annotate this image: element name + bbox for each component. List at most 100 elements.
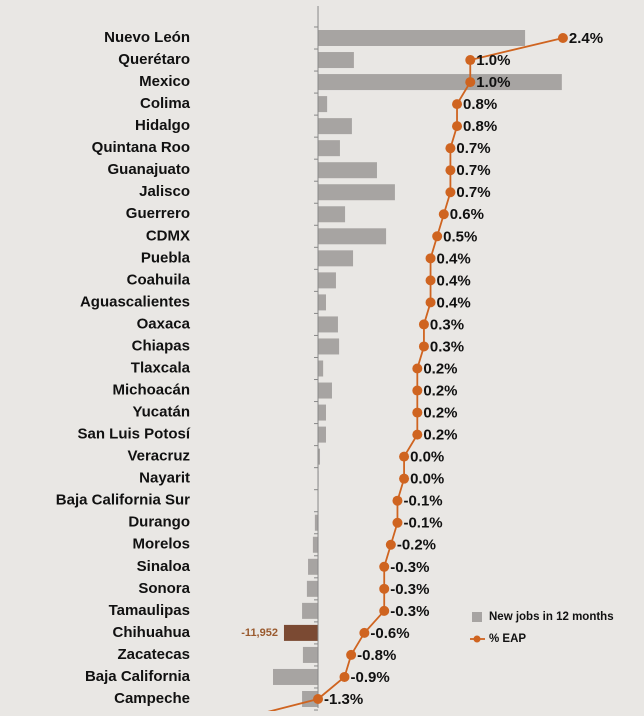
eap-point: [313, 694, 323, 704]
eap-point: [465, 55, 475, 65]
eap-label: -0.1%: [403, 515, 442, 532]
eap-label: 0.8%: [463, 96, 497, 113]
eap-label: -0.2%: [397, 537, 436, 554]
legend-dot: [474, 636, 481, 643]
bar: [273, 669, 318, 685]
eap-label: -0.3%: [390, 581, 429, 598]
category-label: Quintana Roo: [92, 139, 190, 156]
eap-point: [379, 584, 389, 594]
eap-point: [452, 99, 462, 109]
eap-label: -1.3%: [324, 691, 363, 708]
eap-point: [359, 628, 369, 638]
eap-label: 2.4%: [569, 30, 603, 47]
bar: [318, 206, 345, 222]
eap-label: -0.6%: [370, 625, 409, 642]
eap-label: 0.0%: [410, 449, 444, 466]
category-label: Guanajuato: [107, 161, 190, 178]
eap-point: [346, 650, 356, 660]
eap-point: [379, 562, 389, 572]
eap-label: -0.9%: [351, 669, 390, 686]
eap-label: 0.4%: [437, 294, 471, 311]
category-label: Durango: [128, 514, 190, 531]
category-label: San Luis Potosí: [77, 426, 190, 443]
eap-point: [445, 143, 455, 153]
eap-label: 1.0%: [476, 74, 510, 91]
eap-label: 0.7%: [456, 162, 490, 179]
bar: [318, 405, 326, 421]
category-label: Tamaulipas: [109, 602, 190, 619]
eap-label: 1.0%: [476, 52, 510, 69]
category-label: Michoacán: [112, 382, 190, 399]
bar: [284, 625, 318, 641]
eap-point: [392, 518, 402, 528]
category-label: Zacatecas: [117, 646, 190, 663]
bar-value-label: -11,952: [241, 627, 278, 639]
eap-point: [412, 386, 422, 396]
eap-label: 0.2%: [423, 405, 457, 422]
bar: [318, 427, 326, 443]
bar: [318, 140, 340, 156]
eap-label: 0.5%: [443, 228, 477, 245]
eap-label: 0.3%: [430, 316, 464, 333]
eap-label: 0.3%: [430, 338, 464, 355]
eap-point: [432, 231, 442, 241]
category-label: CDMX: [146, 227, 190, 244]
bar: [302, 603, 318, 619]
category-label: Yucatán: [132, 404, 190, 421]
eap-label: 0.0%: [410, 471, 444, 488]
eap-point: [445, 187, 455, 197]
bar: [318, 294, 326, 310]
eap-point: [386, 540, 396, 550]
category-label: Tlaxcala: [131, 359, 191, 376]
eap-point: [426, 297, 436, 307]
category-label: Puebla: [141, 249, 191, 266]
bar: [318, 250, 353, 266]
bar: [303, 647, 318, 663]
eap-label: 0.2%: [423, 360, 457, 377]
eap-label: 0.7%: [456, 184, 490, 201]
bar: [318, 316, 338, 332]
bar: [318, 162, 377, 178]
eap-label: 0.4%: [437, 272, 471, 289]
category-label: Nayarit: [139, 470, 190, 487]
category-label: Oaxaca: [137, 315, 191, 332]
eap-point: [412, 364, 422, 374]
bar: [318, 30, 525, 46]
category-label: Nuevo León: [104, 29, 190, 46]
eap-label: 0.7%: [456, 140, 490, 157]
eap-point: [392, 496, 402, 506]
eap-label: 0.8%: [463, 118, 497, 135]
eap-label: -0.3%: [390, 603, 429, 620]
bar: [318, 184, 395, 200]
category-label: Veracruz: [127, 448, 190, 465]
eap-point: [412, 408, 422, 418]
category-label: Baja California: [85, 668, 191, 685]
eap-point: [419, 319, 429, 329]
bar: [318, 118, 352, 134]
category-label: Guerrero: [126, 205, 190, 222]
category-label: Jalisco: [139, 183, 190, 200]
bar: [318, 272, 336, 288]
category-label: Sinaloa: [137, 558, 191, 575]
eap-label: -0.8%: [357, 647, 396, 664]
eap-point: [558, 33, 568, 43]
eap-label: -0.3%: [390, 559, 429, 576]
bar: [307, 581, 318, 597]
eap-label: 0.2%: [423, 427, 457, 444]
category-label: Aguascalientes: [80, 293, 190, 310]
bar: [318, 52, 354, 68]
category-label: Querétaro: [118, 51, 190, 68]
eap-point: [426, 275, 436, 285]
eap-label: 0.2%: [423, 383, 457, 400]
eap-label: 0.6%: [450, 206, 484, 223]
category-label: Sonora: [138, 580, 190, 597]
eap-point: [452, 121, 462, 131]
eap-point: [439, 209, 449, 219]
eap-label: 0.4%: [437, 250, 471, 267]
bar: [308, 559, 318, 575]
bar: [318, 228, 386, 244]
eap-point: [426, 253, 436, 263]
bar: [318, 361, 323, 377]
eap-point: [340, 672, 350, 682]
